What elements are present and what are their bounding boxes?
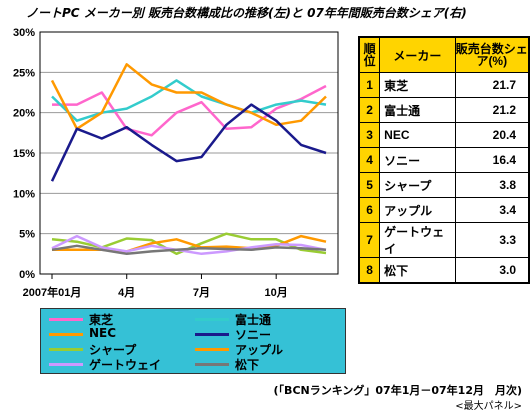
share-header: 販売台数シェア(%) bbox=[454, 36, 530, 73]
table-header-row: 順位 メーカー 販売台数シェア(%) bbox=[358, 36, 530, 73]
rank-cell: 4 bbox=[358, 147, 381, 173]
legend-swatch bbox=[195, 333, 229, 336]
legend-swatch bbox=[49, 333, 83, 336]
series-lines bbox=[50, 63, 327, 256]
series-line bbox=[50, 103, 327, 182]
y-tick-label: 15% bbox=[13, 148, 35, 160]
tick-labels: 0% 5% 10% 15% 20% 25% 30% 2007年01月 4月 7月 10月 bbox=[13, 27, 288, 299]
share-cell: 3.4 bbox=[454, 197, 530, 223]
share-cell: 3.8 bbox=[454, 172, 530, 198]
series-line bbox=[52, 84, 327, 137]
maker-cell: ゲートウェイ bbox=[379, 222, 456, 258]
legend-swatch bbox=[195, 363, 229, 366]
rank-cell: 5 bbox=[358, 172, 381, 198]
rank-cell: 2 bbox=[358, 97, 381, 123]
panel-note: <最大パネル> bbox=[455, 401, 522, 412]
legend-label: 富士通 bbox=[235, 313, 272, 327]
share-cell: 20.4 bbox=[454, 122, 530, 148]
grid-lines bbox=[40, 31, 338, 235]
legend-label: ソニー bbox=[235, 328, 272, 342]
share-cell: 16.4 bbox=[454, 147, 530, 173]
axes bbox=[39, 31, 339, 279]
table-row: 4 ソニー 16.4 bbox=[358, 147, 530, 173]
share-cell: 3.3 bbox=[454, 222, 530, 258]
maker-cell: 東芝 bbox=[379, 72, 456, 98]
y-tick-label: 20% bbox=[13, 108, 35, 120]
y-tick-label: 0% bbox=[19, 269, 35, 281]
share-cell: 3.0 bbox=[454, 257, 530, 284]
series-line bbox=[51, 79, 327, 122]
y-tick-label: 10% bbox=[13, 188, 35, 200]
share-cell: 21.7 bbox=[454, 72, 530, 98]
x-tick-label: 4月 bbox=[118, 286, 135, 299]
maker-cell: ソニー bbox=[379, 147, 456, 173]
x-tick-label: 2007年01月 bbox=[23, 285, 82, 299]
series-line bbox=[51, 234, 327, 256]
maker-cell: 松下 bbox=[379, 257, 456, 284]
table-row: 3 NEC 20.4 bbox=[358, 122, 530, 148]
legend-label: NEC bbox=[89, 326, 117, 340]
maker-header: メーカー bbox=[379, 36, 456, 73]
table-row: 5 シャープ 3.8 bbox=[358, 172, 530, 198]
legend-label: 松下 bbox=[235, 358, 260, 372]
legend: 東芝 富士通 NEC ソニーシャープ アップルゲートウェイ 松下 bbox=[40, 308, 346, 374]
legend-swatch bbox=[49, 363, 83, 366]
source-note: (「BCNランキング」07年1月－07年12月 月次) bbox=[273, 384, 522, 397]
plot-frame bbox=[39, 31, 339, 275]
y-tick-label: 5% bbox=[19, 229, 35, 241]
legend-swatch bbox=[49, 318, 83, 321]
rank-cell: 7 bbox=[358, 222, 381, 258]
maker-cell: シャープ bbox=[379, 172, 456, 198]
rank-header: 順位 bbox=[358, 36, 381, 73]
x-tick-label: 7月 bbox=[193, 286, 210, 299]
maker-cell: NEC bbox=[379, 122, 456, 148]
legend-label: アップル bbox=[235, 343, 284, 357]
legend-label: ゲートウェイ bbox=[89, 358, 162, 372]
table-row: 8 松下 3.0 bbox=[358, 257, 530, 284]
table-row: 6 アップル 3.4 bbox=[358, 197, 530, 223]
rank-cell: 1 bbox=[358, 72, 381, 98]
legend-label: 東芝 bbox=[89, 313, 114, 327]
share-table: 順位 メーカー 販売台数シェア(%) 1 東芝 21.7 2 富士通 21.2 3 NEC 20… bbox=[358, 36, 530, 284]
y-tick-label: 25% bbox=[13, 67, 35, 79]
rank-cell: 8 bbox=[358, 257, 381, 284]
table-row: 1 東芝 21.7 bbox=[358, 72, 530, 98]
y-tick-label: 30% bbox=[13, 27, 35, 39]
rank-cell: 3 bbox=[358, 122, 381, 148]
legend-label: シャープ bbox=[89, 343, 137, 357]
chart-title: ノートPC メーカー別 販売台数構成比の推移(左)と 07年年間販売台数シェア(… bbox=[26, 6, 467, 20]
series-line bbox=[51, 244, 327, 256]
table-row: 2 富士通 21.2 bbox=[358, 97, 530, 123]
rank-cell: 6 bbox=[358, 197, 381, 223]
table-row: 7 ゲートウェイ 3.3 bbox=[358, 222, 530, 258]
share-cell: 21.2 bbox=[454, 97, 530, 123]
legend-swatch bbox=[195, 348, 229, 351]
maker-cell: アップル bbox=[379, 197, 456, 223]
legend-swatch bbox=[49, 348, 83, 351]
legend-swatch bbox=[195, 318, 229, 321]
maker-cell: 富士通 bbox=[379, 97, 456, 123]
x-tick-label: 10月 bbox=[265, 286, 288, 299]
